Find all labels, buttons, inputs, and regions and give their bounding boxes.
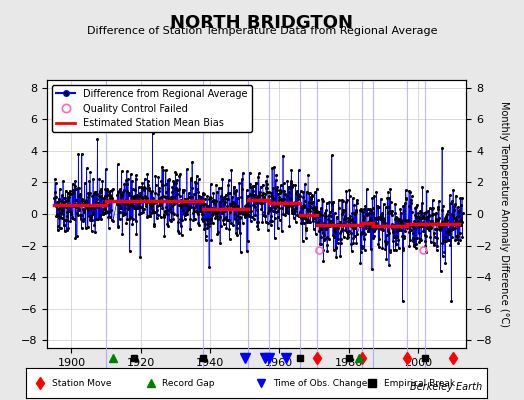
Y-axis label: Monthly Temperature Anomaly Difference (°C): Monthly Temperature Anomaly Difference (… bbox=[499, 101, 509, 327]
Text: Berkeley Earth: Berkeley Earth bbox=[410, 382, 482, 392]
Text: Empirical Break: Empirical Break bbox=[384, 378, 455, 388]
Legend: Difference from Regional Average, Quality Control Failed, Estimated Station Mean: Difference from Regional Average, Qualit… bbox=[52, 85, 252, 132]
Text: Difference of Station Temperature Data from Regional Average: Difference of Station Temperature Data f… bbox=[87, 26, 437, 36]
Text: Record Gap: Record Gap bbox=[162, 378, 215, 388]
Text: Time of Obs. Change: Time of Obs. Change bbox=[273, 378, 367, 388]
Text: Station Move: Station Move bbox=[51, 378, 111, 388]
Text: NORTH BRIDGTON: NORTH BRIDGTON bbox=[170, 14, 354, 32]
